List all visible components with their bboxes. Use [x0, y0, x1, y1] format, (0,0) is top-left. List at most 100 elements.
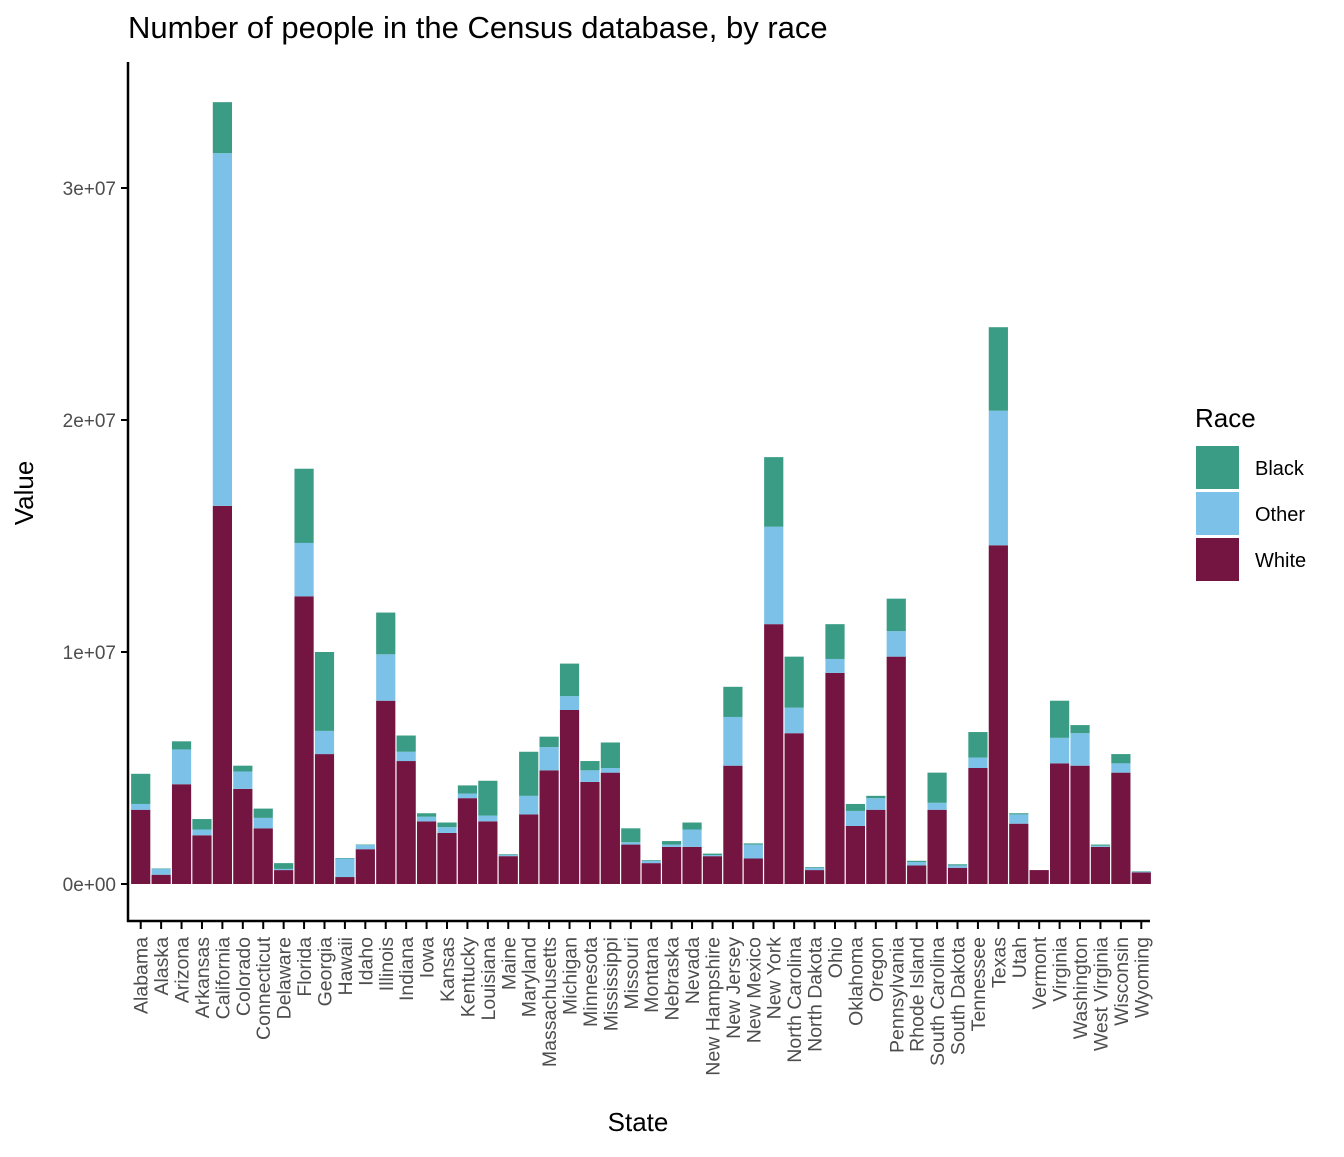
x-tick-label: Iowa — [417, 937, 439, 978]
bar-colorado-white — [233, 789, 252, 884]
bar-delaware-white — [274, 870, 293, 884]
bar-arkansas-other — [192, 829, 211, 835]
bar-new-mexico-white — [744, 858, 763, 884]
bar-maryland-other — [519, 796, 538, 815]
bar-tennessee-white — [968, 768, 987, 884]
bar-south-dakota-white — [948, 868, 967, 884]
bar-utah-white — [1009, 824, 1028, 884]
bar-idaho-other — [356, 845, 375, 849]
bar-vermont-white — [1030, 870, 1049, 884]
bar-virginia-other — [1050, 738, 1069, 764]
bar-california-white — [213, 506, 232, 884]
bar-delaware-black — [274, 863, 293, 869]
bar-tennessee-other — [968, 758, 987, 768]
bar-california-other — [213, 153, 232, 506]
x-tick-label: Washington — [1070, 937, 1092, 1039]
bar-south-carolina-white — [927, 810, 946, 884]
bar-north-carolina-other — [785, 708, 804, 734]
bar-hawaii-white — [335, 877, 354, 884]
bar-wisconsin-black — [1111, 754, 1130, 763]
bar-north-dakota-black — [805, 867, 824, 868]
bar-washington-other — [1070, 733, 1089, 765]
bar-wisconsin-white — [1111, 773, 1130, 884]
x-tick-label: Florida — [294, 937, 316, 997]
bar-louisiana-white — [478, 821, 497, 884]
bar-texas-white — [989, 545, 1008, 884]
x-tick-label: Louisiana — [478, 937, 500, 1021]
bar-new-hampshire-other — [703, 855, 722, 856]
x-tick-label: New Jersey — [723, 937, 745, 1039]
y-axis-title: Value — [9, 461, 39, 526]
bar-massachusetts-black — [540, 737, 559, 747]
y-tick-label: 1e+07 — [63, 643, 116, 664]
bar-ohio-other — [825, 659, 844, 673]
legend-swatch-black — [1196, 446, 1239, 489]
legend-title: Race — [1195, 403, 1256, 433]
bar-maine-white — [499, 856, 518, 884]
x-tick-label: Nebraska — [662, 937, 684, 1021]
bar-louisiana-other — [478, 816, 497, 822]
x-tick-label: Alaska — [151, 937, 173, 996]
x-tick-label: New York — [764, 937, 786, 1020]
x-axis-ticks: AlabamaAlaskaArizonaArkansasCaliforniaCo… — [131, 922, 1154, 1076]
x-tick-label: Vermont — [1029, 936, 1051, 1009]
bar-oklahoma-black — [846, 804, 865, 811]
bar-virginia-white — [1050, 763, 1069, 884]
bar-north-dakota-other — [805, 868, 824, 870]
bar-mississippi-black — [601, 742, 620, 768]
bar-michigan-other — [560, 696, 579, 710]
bar-connecticut-other — [254, 818, 273, 828]
x-tick-label: South Dakota — [948, 937, 970, 1055]
bar-florida-other — [294, 543, 313, 596]
x-tick-label: Virginia — [1050, 937, 1072, 1002]
bar-kansas-other — [437, 827, 456, 833]
x-tick-label: Connecticut — [253, 936, 275, 1040]
bar-west-virginia-other — [1091, 846, 1110, 847]
bar-colorado-black — [233, 766, 252, 772]
legend-label-white: White — [1255, 550, 1306, 572]
bar-colorado-other — [233, 771, 252, 788]
x-tick-label: Ohio — [825, 937, 847, 978]
bar-mississippi-white — [601, 773, 620, 884]
bar-nebraska-black — [662, 841, 681, 844]
bar-tennessee-black — [968, 732, 987, 758]
bar-wisconsin-other — [1111, 763, 1130, 772]
bar-indiana-black — [397, 736, 416, 752]
bar-alaska-white — [152, 875, 171, 884]
bar-washington-black — [1070, 725, 1089, 733]
x-tick-label: Kansas — [437, 937, 459, 1002]
bar-ohio-black — [825, 624, 844, 659]
bar-new-jersey-black — [723, 687, 742, 717]
bar-kansas-black — [437, 823, 456, 828]
bar-alaska-other — [152, 869, 171, 875]
x-tick-label: Alabama — [131, 937, 153, 1014]
bar-kentucky-white — [458, 798, 477, 884]
bar-minnesota-other — [580, 770, 599, 782]
bar-arizona-other — [172, 749, 191, 784]
x-tick-label: Wisconsin — [1111, 937, 1133, 1026]
bar-south-carolina-other — [927, 803, 946, 810]
bar-indiana-white — [397, 761, 416, 884]
bar-maine-black — [499, 854, 518, 855]
bar-new-jersey-other — [723, 717, 742, 766]
x-tick-label: Missouri — [621, 937, 643, 1010]
bar-alabama-white — [131, 810, 150, 884]
bar-north-carolina-black — [785, 657, 804, 708]
bar-maine-other — [499, 855, 518, 856]
x-tick-label: Pennsylvania — [886, 937, 908, 1053]
bar-hawaii-other — [335, 858, 354, 877]
bar-georgia-other — [315, 731, 334, 754]
bar-utah-other — [1009, 814, 1028, 823]
legend-label-other: Other — [1255, 504, 1305, 526]
x-tick-label: Maryland — [519, 937, 541, 1017]
x-tick-label: Hawaii — [335, 937, 357, 996]
x-tick-label: Massachusetts — [539, 937, 561, 1067]
x-tick-label: Georgia — [315, 937, 337, 1007]
chart-title: Number of people in the Census database,… — [128, 10, 828, 45]
bar-michigan-black — [560, 664, 579, 696]
bar-maryland-black — [519, 752, 538, 796]
x-tick-label: Illinois — [376, 937, 398, 991]
bar-illinois-other — [376, 654, 395, 700]
bar-massachusetts-other — [540, 747, 559, 770]
